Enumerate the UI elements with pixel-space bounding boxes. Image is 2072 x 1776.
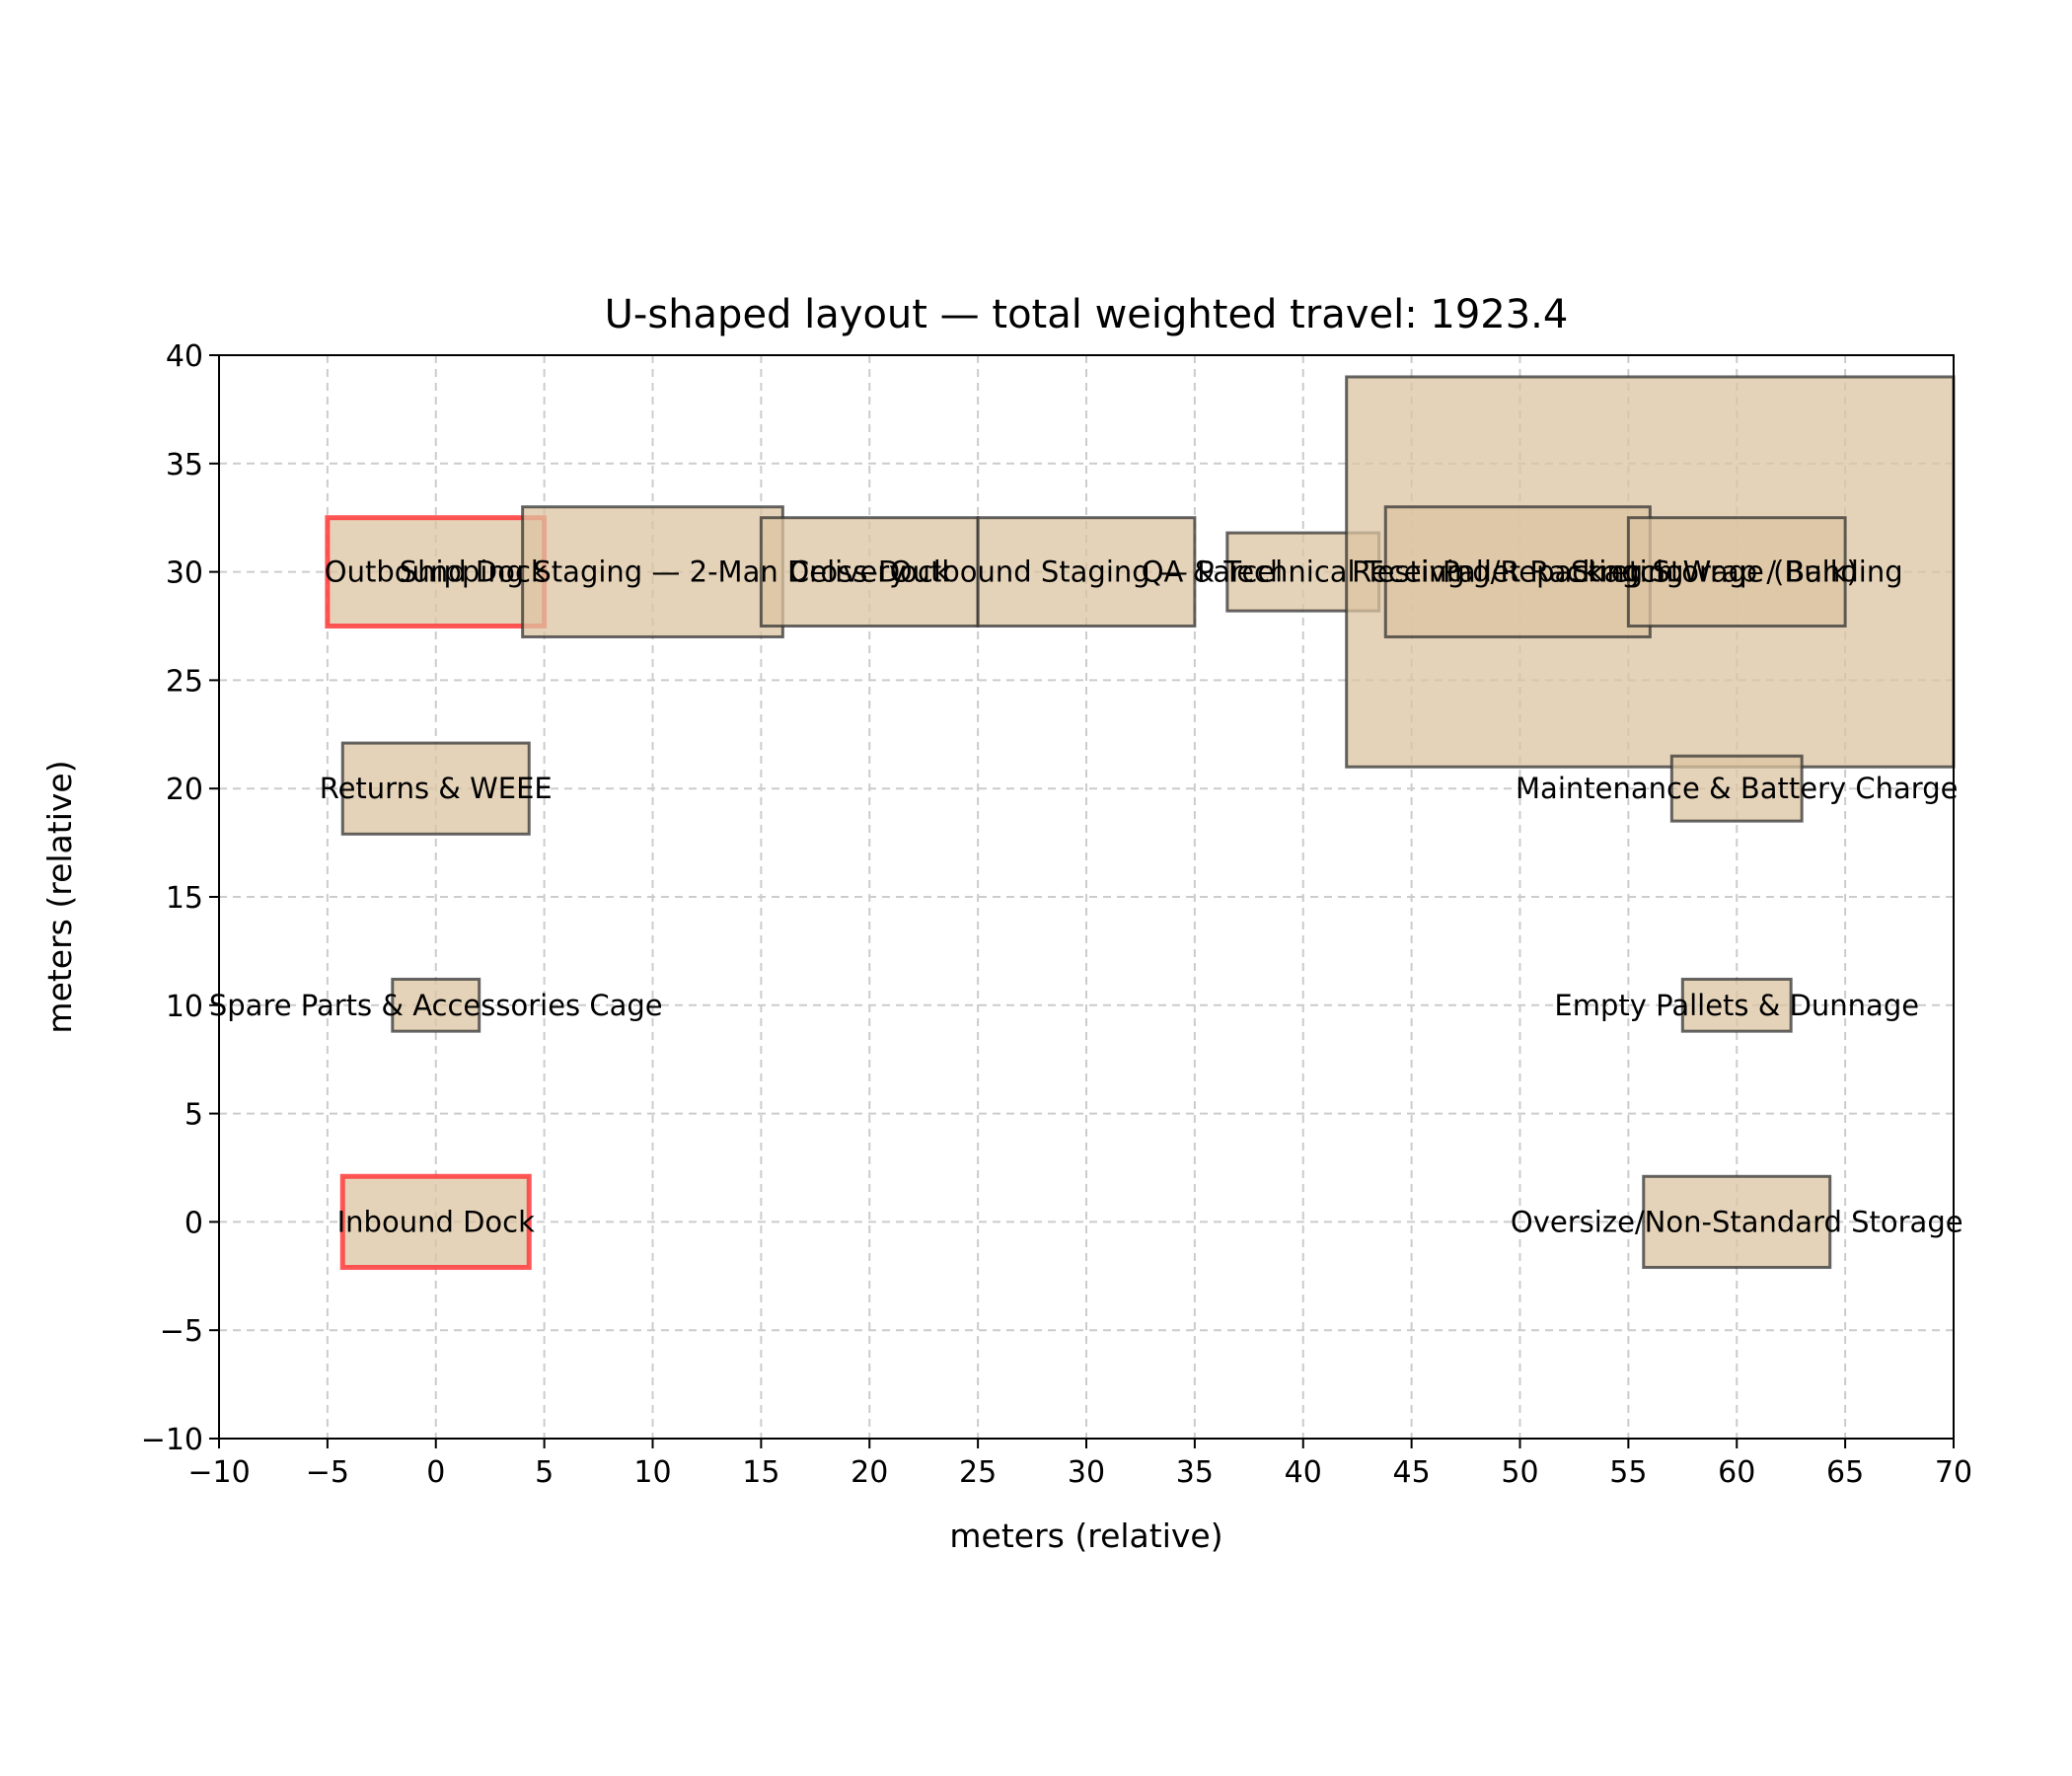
zone-oversize-non-standard-storage (1642, 1174, 1832, 1270)
zone-label-returns-weee: Returns & WEEE (320, 772, 553, 805)
x-tick-label: 20 (851, 1455, 888, 1490)
zone-outbound-dock (325, 515, 548, 629)
y-tick-label: 15 (166, 881, 203, 916)
zone-empty-pallets-dunnage (1680, 977, 1793, 1033)
x-tick-label: 5 (535, 1455, 554, 1490)
x-tick-label: −5 (306, 1455, 349, 1490)
chart-title: U-shaped layout — total weighted travel:… (605, 292, 1569, 337)
y-tick-label: 30 (166, 556, 203, 591)
zone-label-cross-dock: Cross-Dock (789, 555, 950, 589)
y-tick-label: 25 (166, 664, 203, 699)
x-axis-label: meters (relative) (949, 1517, 1222, 1555)
x-tick-label: 70 (1935, 1455, 1972, 1490)
zone-shipping-staging-2-man-delivery (521, 505, 784, 638)
x-tick-label: 15 (742, 1455, 779, 1490)
zone-returns-weee (340, 741, 531, 836)
x-tick-label: 60 (1718, 1455, 1755, 1490)
zone-label-outbound-staging-parcel: Outbound Staging — Parcel (890, 555, 1283, 589)
zone-label-empty-pallets-dunnage: Empty Pallets & Dunnage (1554, 989, 1919, 1022)
axis-ticks: −10 −5 0 5 10 15 20 25 30 35 40 45 50 55 60 65 70 −10 −5 0 5… (141, 339, 1972, 1490)
zone-label-receiving-repackaging: Receiving/Repackaging (1352, 555, 1683, 589)
x-tick-label: 10 (633, 1455, 671, 1490)
x-tick-label: 0 (426, 1455, 445, 1490)
x-tick-label: 45 (1393, 1455, 1431, 1490)
y-tick-label: 20 (166, 773, 203, 807)
zone-label-inbound-dock: Inbound Dock (337, 1205, 535, 1238)
zone-label-maintenance-battery-charge: Maintenance & Battery Charge (1516, 772, 1958, 805)
zone-spare-parts-accessories-cage (391, 977, 481, 1033)
zone-receiving-repackaging (1383, 505, 1652, 638)
x-tick-label: 40 (1285, 1455, 1322, 1490)
zone-stretch-wrap-banding (1626, 516, 1847, 629)
zone-label-qa-technical-testing: QA & Technical Testing (1142, 555, 1465, 589)
zone-outbound-staging-parcel (976, 516, 1197, 629)
zone-cross-dock (759, 516, 980, 629)
zone-labels: Inbound Dock Spare Parts & Accessories Ca… (209, 555, 1963, 1239)
x-tick-label: 35 (1176, 1455, 1214, 1490)
zone-maintenance-battery-charge (1669, 754, 1804, 823)
y-tick-label: −5 (160, 1314, 203, 1349)
zones (325, 375, 1956, 1271)
y-tick-label: 10 (166, 990, 203, 1024)
x-tick-label: 50 (1501, 1455, 1538, 1490)
y-tick-label: 35 (166, 448, 203, 482)
x-tick-label: −10 (187, 1455, 250, 1490)
zone-label-oversize-non-standard-storage: Oversize/Non-Standard Storage (1511, 1205, 1963, 1238)
y-tick-label: 0 (185, 1206, 203, 1240)
x-tick-label: 25 (959, 1455, 997, 1490)
zone-label-outbound-dock: Outbound Dock (325, 555, 548, 589)
x-tick-label: 30 (1068, 1455, 1105, 1490)
y-tick-label: 5 (185, 1098, 203, 1133)
x-tick-label: 65 (1826, 1455, 1864, 1490)
y-tick-label: −10 (141, 1423, 203, 1457)
zone-label-shipping-staging-2-man-delivery: Shipping Staging — 2-Man Delivery (400, 555, 907, 589)
x-tick-label: 55 (1609, 1455, 1647, 1490)
y-axis-label: meters (relative) (40, 760, 79, 1033)
zone-label-stretch-wrap-banding: Stretch Wrap / Banding (1571, 555, 1903, 589)
zone-label-pallet-racking-storage-bulk: Pallet Racking Storage (Bulk) (1443, 555, 1858, 589)
y-tick-label: 40 (166, 339, 203, 374)
zone-inbound-dock (339, 1173, 532, 1271)
zone-label-spare-parts-accessories-cage: Spare Parts & Accessories Cage (209, 989, 663, 1022)
